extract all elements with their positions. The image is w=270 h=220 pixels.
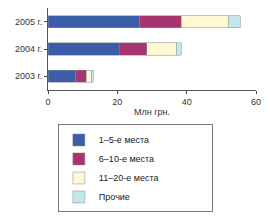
svg-text:2003 г.: 2003 г. bbox=[15, 71, 42, 81]
svg-text:0: 0 bbox=[45, 97, 50, 107]
svg-text:20: 20 bbox=[112, 97, 122, 107]
svg-text:2005 г.: 2005 г. bbox=[15, 17, 42, 27]
svg-text:2004 г.: 2004 г. bbox=[15, 44, 42, 54]
svg-text:Прочие: Прочие bbox=[99, 192, 130, 202]
svg-text:Млн грн.: Млн грн. bbox=[134, 107, 170, 117]
svg-text:40: 40 bbox=[182, 97, 192, 107]
svg-text:11–20-е места: 11–20-е места bbox=[99, 173, 159, 183]
svg-text:1–5-е места: 1–5-е места bbox=[99, 135, 149, 145]
svg-text:6–10-е места: 6–10-е места bbox=[99, 154, 154, 164]
svg-text:60: 60 bbox=[251, 97, 261, 107]
